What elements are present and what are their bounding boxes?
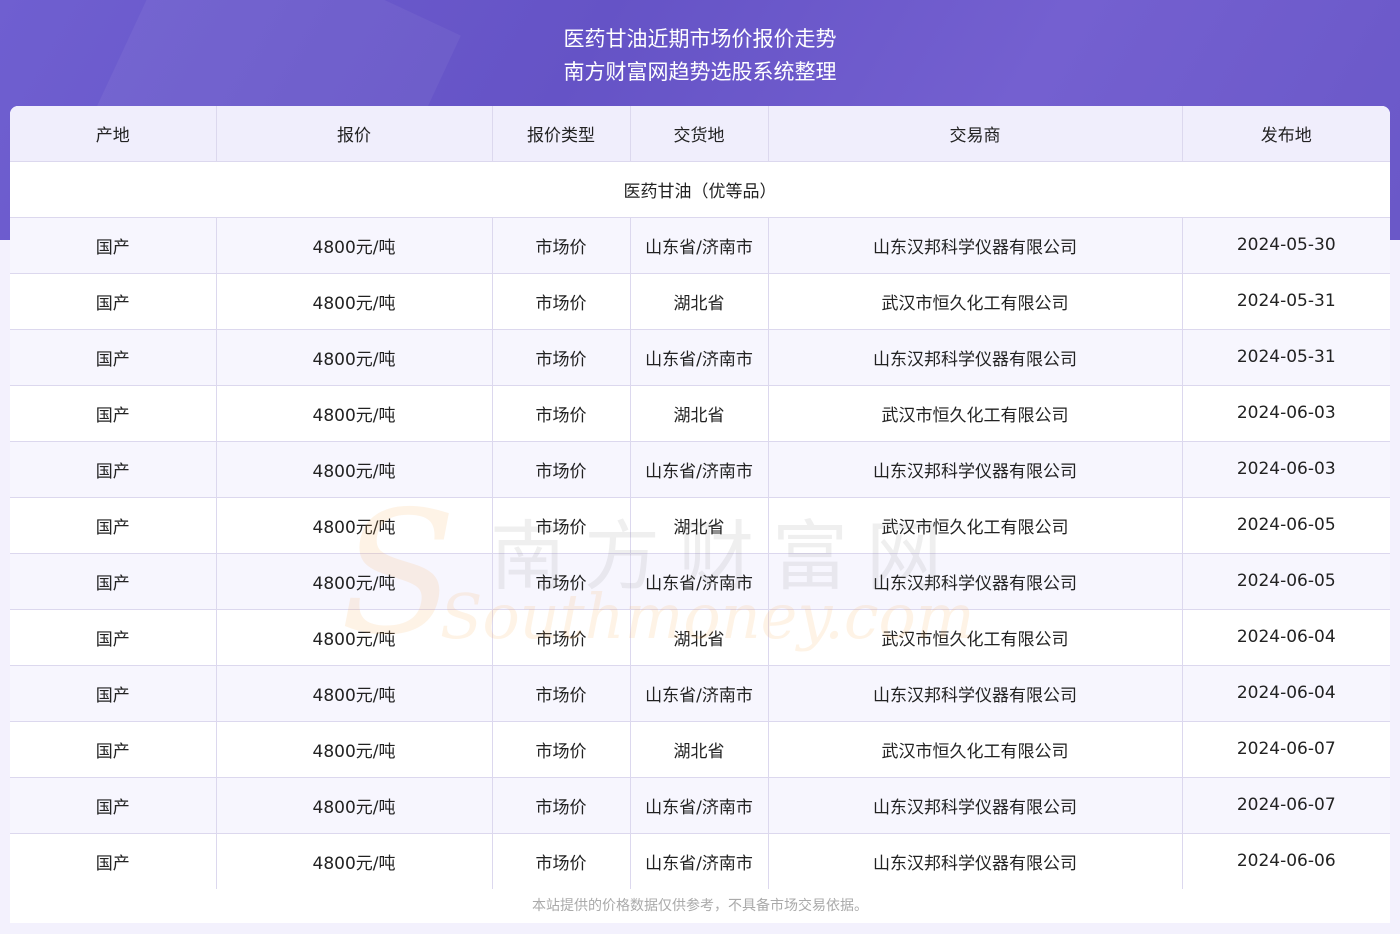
price-table-card: 产地 报价 报价类型 交货地 交易商 发布地 医药甘油（优等品） 国产 4800元/吨 市场价山…	[10, 106, 1390, 890]
cell-delivery: 山东省/济南市	[630, 833, 769, 890]
cell-date: 2024-05-31	[1182, 273, 1390, 330]
cell-price: 4800元/吨	[216, 273, 493, 330]
cell-date: 2024-06-04	[1182, 665, 1390, 722]
cell-delivery: 山东省/济南市	[630, 441, 769, 498]
cell-origin: 国产	[10, 553, 217, 610]
cell-price: 4800元/吨	[216, 217, 493, 274]
cell-price: 4800元/吨	[216, 329, 493, 386]
cell-delivery: 山东省/济南市	[630, 553, 769, 610]
cell-price-type: 市场价	[492, 329, 631, 386]
table-row: 国产 4800元/吨 市场价 山东省/济南市 山东汉邦科学仪器有限公司 2024-06-0…	[10, 777, 1390, 834]
cell-price: 4800元/吨	[216, 777, 493, 834]
table-row: 国产 4800元/吨 市场价 湖北省 武汉市恒久化工有限公司 2024-06-03	[10, 385, 1390, 442]
cell-delivery: 湖北省	[630, 385, 769, 442]
cell-delivery: 山东省/济南市	[630, 217, 769, 274]
cell-origin: 国产	[10, 833, 217, 890]
table-row: 国产 4800元/吨 市场价 湖北省 武汉市恒久化工有限公司 2024-06-04	[10, 609, 1390, 666]
table-row: 国产 4800元/吨 市场价 山东省/济南市 山东汉邦科学仪器有限公司 2024-05-3…	[10, 217, 1390, 274]
column-header: 产地	[10, 106, 217, 162]
cell-price-type: 市场价	[492, 273, 631, 330]
cell-trader: 武汉市恒久化工有限公司	[768, 497, 1183, 554]
cell-delivery: 湖北省	[630, 609, 769, 666]
cell-delivery: 湖北省	[630, 273, 769, 330]
cell-trader: 山东汉邦科学仪器有限公司	[768, 833, 1183, 890]
page-subtitle: 南方财富网趋势选股系统整理	[563, 60, 837, 84]
page-title: 医药甘油近期市场价报价走势	[563, 27, 837, 51]
table-row: 国产 4800元/吨 市场价 湖北省 武汉市恒久化工有限公司 2024-06-05	[10, 497, 1390, 554]
cell-delivery: 山东省/济南市	[630, 665, 769, 722]
cell-price: 4800元/吨	[216, 553, 493, 610]
column-header: 报价类型	[492, 106, 631, 162]
cell-price-type: 市场价	[492, 553, 631, 610]
cell-price: 4800元/吨	[216, 833, 493, 890]
cell-origin: 国产	[10, 217, 217, 274]
cell-price-type: 市场价	[492, 665, 631, 722]
cell-origin: 国产	[10, 497, 217, 554]
table-row: 国产 4800元/吨 市场价 山东省/济南市 山东汉邦科学仪器有限公司 2024-06-0…	[10, 553, 1390, 610]
cell-trader: 武汉市恒久化工有限公司	[768, 273, 1183, 330]
cell-trader: 武汉市恒久化工有限公司	[768, 609, 1183, 666]
disclaimer: 本站提供的价格数据仅供参考，不具备市场交易依据。	[10, 889, 1390, 923]
table-row: 国产 4800元/吨 市场价 山东省/济南市 山东汉邦科学仪器有限公司 2024-06-0…	[10, 441, 1390, 498]
cell-date: 2024-06-03	[1182, 385, 1390, 442]
cell-origin: 国产	[10, 665, 217, 722]
table-row: 国产 4800元/吨 市场价 山东省/济南市 山东汉邦科学仪器有限公司 2024-05-3…	[10, 329, 1390, 386]
cell-date: 2024-06-03	[1182, 441, 1390, 498]
cell-origin: 国产	[10, 329, 217, 386]
cell-date: 2024-06-07	[1182, 721, 1390, 778]
cell-trader: 武汉市恒久化工有限公司	[768, 385, 1183, 442]
table-row: 国产 4800元/吨 市场价 湖北省 武汉市恒久化工有限公司 2024-06-07	[10, 721, 1390, 778]
cell-date: 2024-05-30	[1182, 217, 1390, 274]
cell-date: 2024-05-31	[1182, 329, 1390, 386]
cell-delivery: 山东省/济南市	[630, 777, 769, 834]
cell-origin: 国产	[10, 721, 217, 778]
cell-delivery: 湖北省	[630, 497, 769, 554]
cell-trader: 山东汉邦科学仪器有限公司	[768, 441, 1183, 498]
cell-price: 4800元/吨	[216, 665, 493, 722]
table-row: 国产 4800元/吨 市场价 山东省/济南市 山东汉邦科学仪器有限公司 2024-06-0…	[10, 665, 1390, 722]
cell-delivery: 湖北省	[630, 721, 769, 778]
cell-price: 4800元/吨	[216, 497, 493, 554]
cell-trader: 山东汉邦科学仪器有限公司	[768, 665, 1183, 722]
cell-trader: 山东汉邦科学仪器有限公司	[768, 777, 1183, 834]
cell-price-type: 市场价	[492, 833, 631, 890]
cell-date: 2024-06-07	[1182, 777, 1390, 834]
cell-price-type: 市场价	[492, 777, 631, 834]
price-table: 产地 报价 报价类型 交货地 交易商 发布地 医药甘油（优等品） 国产 4800元/吨 市场价山…	[10, 106, 1390, 890]
column-header: 发布地	[1182, 106, 1390, 162]
cell-price-type: 市场价	[492, 609, 631, 666]
column-header: 交货地	[630, 106, 769, 162]
cell-origin: 国产	[10, 441, 217, 498]
cell-price-type: 市场价	[492, 441, 631, 498]
table-header: 产地 报价 报价类型 交货地 交易商 发布地	[10, 106, 1390, 162]
cell-price: 4800元/吨	[216, 609, 493, 666]
column-header: 报价	[216, 106, 493, 162]
cell-trader: 山东汉邦科学仪器有限公司	[768, 329, 1183, 386]
cell-price: 4800元/吨	[216, 721, 493, 778]
cell-date: 2024-06-04	[1182, 609, 1390, 666]
cell-price: 4800元/吨	[216, 385, 493, 442]
cell-date: 2024-06-06	[1182, 833, 1390, 890]
cell-trader: 山东汉邦科学仪器有限公司	[768, 553, 1183, 610]
cell-origin: 国产	[10, 609, 217, 666]
category-label: 医药甘油（优等品）	[10, 161, 1390, 218]
cell-origin: 国产	[10, 273, 217, 330]
cell-price: 4800元/吨	[216, 441, 493, 498]
cell-price-type: 市场价	[492, 721, 631, 778]
cell-price-type: 市场价	[492, 217, 631, 274]
cell-price-type: 市场价	[492, 385, 631, 442]
cell-origin: 国产	[10, 385, 217, 442]
table-row: 国产 4800元/吨 市场价 山东省/济南市 山东汉邦科学仪器有限公司 2024-06-0…	[10, 833, 1390, 890]
cell-origin: 国产	[10, 777, 217, 834]
cell-trader: 山东汉邦科学仪器有限公司	[768, 217, 1183, 274]
cell-trader: 武汉市恒久化工有限公司	[768, 721, 1183, 778]
cell-price-type: 市场价	[492, 497, 631, 554]
cell-delivery: 山东省/济南市	[630, 329, 769, 386]
table-row: 国产 4800元/吨 市场价 湖北省 武汉市恒久化工有限公司 2024-05-31	[10, 273, 1390, 330]
cell-date: 2024-06-05	[1182, 497, 1390, 554]
column-header: 交易商	[768, 106, 1183, 162]
cell-date: 2024-06-05	[1182, 553, 1390, 610]
category-row: 医药甘油（优等品）	[10, 161, 1390, 218]
